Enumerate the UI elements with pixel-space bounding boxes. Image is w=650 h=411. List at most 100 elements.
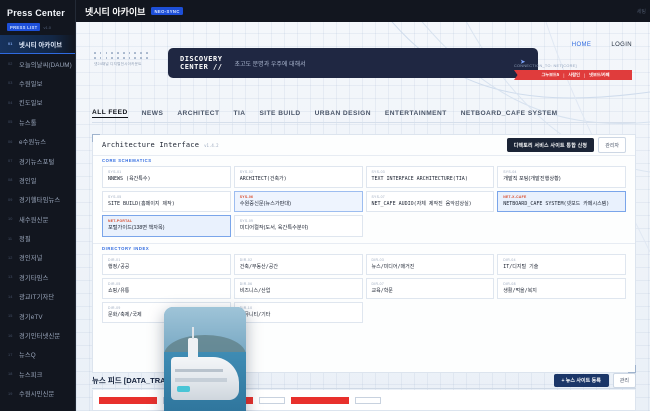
add-news-site-button[interactable]: + 뉴스 사이트 등록 — [553, 373, 609, 388]
sidebar-section-header: PRESS LIST v1.0 — [0, 23, 75, 35]
tab-6[interactable]: ENTERTAINMENT — [384, 110, 447, 117]
news-feed-title: 뉴스 피드 [DATA_TRANS: LIVE] — [92, 376, 200, 385]
sidebar-section-badge: PRESS LIST — [7, 23, 41, 31]
ribbon-item-2[interactable]: 넷보드/카페 — [589, 72, 610, 77]
grid-spacer — [366, 302, 495, 323]
feed-tabs: ALL FEED NEWS ARCHITECT TIA SITE BUILD URBAN … — [92, 109, 636, 123]
sidebar-item-1[interactable]: 02 오늘의날씨(DAUM) — [0, 54, 75, 73]
core-cell[interactable]: NET-X-CAFE NETBOARD_CAFE SYSTEM(넷보드 카페시스템… — [497, 190, 626, 212]
sidebar-item-3[interactable]: 04 킨도일보 — [0, 93, 75, 112]
tab-1[interactable]: NEWS — [141, 110, 164, 117]
feed-chip[interactable] — [291, 396, 349, 404]
dir-cell[interactable]: DIR-05 쇼핑/유통 — [102, 277, 231, 299]
sidebar-item-index: 06 — [8, 139, 13, 144]
sidebar-item-0[interactable]: 01 넷시티 아카이브 — [0, 35, 75, 55]
sidebar: Press Center PRESS LIST v1.0 01 넷시티 아카이브 0… — [0, 0, 76, 411]
manage-button[interactable]: 관리 — [612, 372, 636, 389]
tab-3[interactable]: TIA — [233, 110, 246, 117]
sidebar-item-label: 킨도일보 — [19, 100, 43, 108]
sidebar-item-4[interactable]: 05 뉴스톨 — [0, 113, 75, 132]
news-feed-actions: + 뉴스 사이트 등록 관리 — [553, 372, 636, 389]
sidebar-item-index: 17 — [8, 352, 13, 357]
sidebar-item-index: 01 — [8, 42, 13, 47]
core-cell[interactable]: SYS-01 NNEWS (육간특수) — [102, 166, 231, 188]
dir-cell[interactable]: DIR-02 건축/부동산/공간 — [233, 253, 363, 275]
dir-cell[interactable]: DIR-10 커뮤니티/기타 — [233, 302, 363, 324]
cell-id: DIR-08 — [503, 281, 516, 286]
tab-7[interactable]: NETBOARD_CAFE SYSTEM — [460, 110, 558, 117]
feed-chip[interactable] — [259, 396, 285, 404]
dot-row — [94, 57, 164, 59]
dir-cell[interactable]: DIR-04 IT/디지털 기술 — [497, 253, 626, 275]
tab-4[interactable]: SITE BUILD — [259, 110, 301, 117]
cell-id: DIR-10 — [239, 306, 253, 310]
sidebar-section-version: v1.0 — [43, 24, 51, 30]
tab-2[interactable]: ARCHITECT — [177, 110, 220, 117]
tab-0[interactable]: ALL FEED — [92, 109, 128, 118]
dir-cell[interactable]: DIR-03 뉴스/미디어/매거진 — [365, 253, 495, 275]
core-cell[interactable]: SYS-04 개발직 포팅(개발진행상황) — [497, 166, 626, 188]
sidebar-item-17[interactable]: 18 뉴스피크 — [0, 365, 75, 384]
cell-id: NET-X-CAFE — [503, 194, 527, 199]
sidebar-item-14[interactable]: 15 경기eTV — [0, 306, 75, 325]
sidebar-item-11[interactable]: 12 경인저널 — [0, 248, 75, 267]
cell-id: DIR-04 — [503, 257, 516, 262]
sidebar-item-index: 03 — [8, 81, 13, 86]
core-cell[interactable]: SYS-03 TEXT INTERFACE ARCHITECTURE(TIA) — [365, 166, 495, 188]
feed-chip[interactable] — [355, 396, 381, 404]
dir-cell[interactable]: DIR-07 교육/학문 — [365, 277, 495, 299]
cell-id: SYS-04 — [503, 170, 517, 174]
cell-label: 커뮤니티/기타 — [239, 312, 271, 318]
cell-id: DIR-03 — [371, 257, 385, 262]
core-cell[interactable]: SYS-07 NET_CAFE AUDIO(자체 제작진 음악감상실) — [365, 190, 495, 212]
topbar-settings-label[interactable]: 세팅 — [636, 8, 646, 15]
cell-label: 문화/축제/국제 — [108, 312, 142, 318]
sidebar-item-9[interactable]: 10 새수원신문 — [0, 210, 75, 229]
sidebar-item-label: 수원일보 — [19, 80, 43, 88]
cell-label: 포털가이드(138면 책자목) — [108, 225, 165, 231]
panel-title: Architecture Interface — [102, 141, 200, 149]
dir-cell[interactable]: DIR-01 행정/공공 — [102, 253, 231, 275]
sidebar-item-8[interactable]: 09 경기헬타임뉴스 — [0, 190, 75, 209]
discovery-center-banner[interactable]: DISCOVERY CENTER // 초고도 문명과 우주에 대해서 — [168, 48, 518, 78]
sidebar-item-index: 12 — [8, 255, 13, 260]
nav-link-login[interactable]: LOGIN — [611, 42, 632, 48]
sidebar-item-16[interactable]: 17 뉴스Q — [0, 345, 75, 364]
core-cell[interactable]: SYS-02 ARCHITECT(건축가) — [233, 166, 363, 188]
sidebar-item-18[interactable]: 19 수원시민신문 — [0, 384, 75, 403]
cell-label: 행정/공공 — [108, 263, 130, 270]
sidebar-list: 01 넷시티 아카이브 02 오늘의날씨(DAUM) 03 수원일보 04 킨도일보 05 뉴스톨… — [0, 35, 75, 403]
sidebar-item-5[interactable]: 06 e수원뉴스 — [0, 132, 75, 151]
sidebar-item-label: 경기뉴스포털 — [19, 158, 55, 166]
sidebar-item-15[interactable]: 16 경기인터넷신문 — [0, 326, 75, 345]
sidebar-item-label: 뉴스피크 — [19, 371, 43, 379]
status-badge: NEO-SYNC — [151, 7, 183, 15]
page-title: 넷시티 아카이브 — [85, 6, 146, 17]
sidebar-item-label: 경인저널 — [19, 255, 43, 263]
sidebar-item-7[interactable]: 08 경인일 — [0, 171, 75, 190]
sidebar-item-6[interactable]: 07 경기뉴스포털 — [0, 151, 75, 170]
sidebar-item-label: 수원시민신문 — [19, 391, 55, 399]
core-cell[interactable]: SYS-06 수원중신문(뉴스가판대) — [233, 190, 363, 212]
nav-link-home[interactable]: HOME — [571, 42, 592, 48]
directory-register-button[interactable]: 디렉토리 서비스 사이트 통합 신청 — [506, 138, 595, 152]
connection-ribbon[interactable]: 그누보드5 | 사람인 | 넷보드/카페 — [514, 70, 632, 80]
core-cell[interactable]: SYS-05 SITE BUILD(홈페이지 제작) — [102, 190, 231, 212]
sidebar-item-10[interactable]: 11 정필 — [0, 229, 75, 248]
tab-5[interactable]: URBAN DESIGN — [314, 110, 371, 117]
mobile-preview-image[interactable]: 넷시티 아카이브 — [164, 307, 246, 411]
ribbon-item-0[interactable]: 그누보드5 — [541, 72, 560, 77]
sidebar-item-12[interactable]: 13 경기타임스 — [0, 268, 75, 287]
cell-id: SYS-05 — [108, 194, 122, 199]
sidebar-item-label: 경기인터넷신문 — [19, 333, 61, 341]
sidebar-item-2[interactable]: 03 수원일보 — [0, 74, 75, 93]
feed-chip[interactable] — [99, 396, 157, 404]
core-cell[interactable]: NET-PORTAL 포털가이드(138면 책자목) — [102, 215, 231, 237]
ribbon-item-1[interactable]: 사람인 — [568, 72, 580, 77]
admin-button[interactable]: 관리자 — [598, 137, 626, 153]
core-cell[interactable]: SYS-09 미디어컬작(도서, 육간특수분야) — [233, 215, 363, 237]
dir-cell[interactable]: DIR-06 비즈니스/산업 — [233, 277, 363, 299]
sidebar-item-13[interactable]: 14 광교IT기자단 — [0, 287, 75, 306]
sidebar-item-index: 14 — [8, 294, 13, 299]
dir-cell[interactable]: DIR-08 생활/먹을/복지 — [497, 277, 626, 299]
